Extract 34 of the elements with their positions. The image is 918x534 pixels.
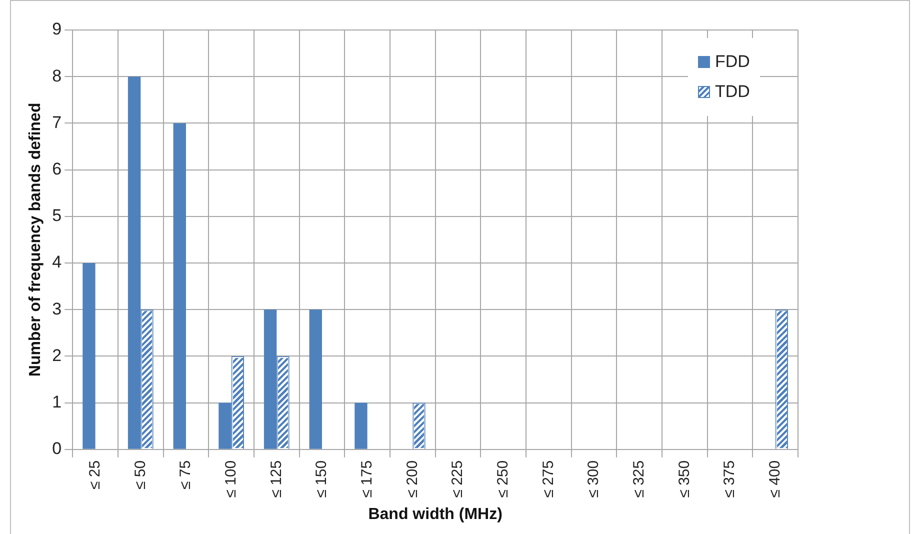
y-tick-label: 3 [52,299,62,318]
x-tick-label: ≤ 75 [177,460,194,490]
x-tick-label: ≤ 175 [358,460,376,498]
bar [173,123,186,449]
x-tick-label: ≤ 50 [132,460,149,490]
x-tick-label: ≤ 25 [86,460,104,490]
y-axis-title: Number of frequency bands defined [27,102,44,377]
x-tick-label: ≤ 325 [630,460,648,498]
legend-label: FDD [715,52,750,72]
y-tick-label: 9 [52,20,62,39]
x-tick-label: ≤ 150 [313,460,330,498]
y-tick-label: 1 [52,392,62,412]
y-tick-label: 5 [52,206,62,226]
x-tick-label: ≤ 200 [404,460,421,498]
y-tick-label: 7 [52,112,62,132]
x-tick-label: ≤ 225 [449,460,466,498]
y-tick-label: 4 [52,252,62,272]
y-tick-label: 2 [52,346,62,365]
x-axis-title: Band width (MHz) [368,506,502,523]
x-tick-label: ≤ 125 [268,460,285,498]
bar [354,402,368,449]
legend-label: TDD [715,82,750,102]
x-tick-label: ≤ 350 [676,460,693,498]
y-tick-label: 6 [52,159,62,178]
x-tick-label: ≤ 400 [766,460,784,498]
x-tick-label: ≤ 275 [540,460,557,498]
x-tick-label: ≤ 300 [585,460,602,498]
x-tick-label: ≤ 250 [494,460,512,498]
y-tick-label: 0 [52,439,62,458]
bar [309,310,322,449]
bar [82,262,96,449]
y-tick-label: 8 [52,66,62,86]
x-tick-label: ≤ 375 [721,460,738,498]
x-tick-label: ≤ 100 [222,460,240,498]
